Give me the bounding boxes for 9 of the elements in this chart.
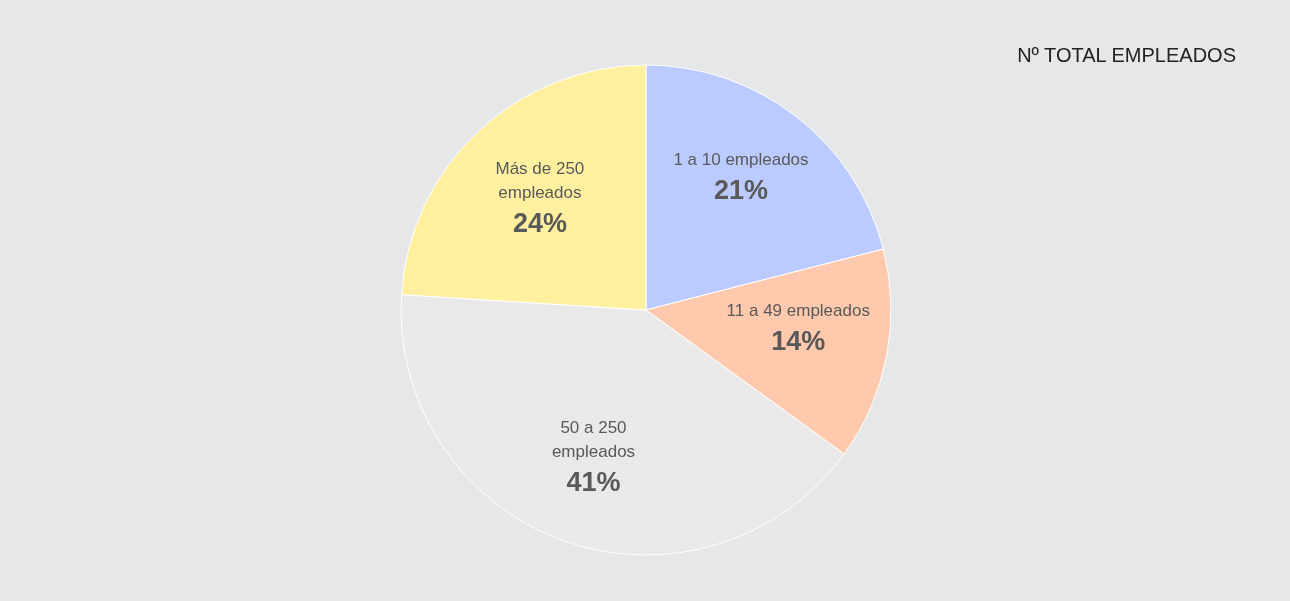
- data-label: 24%: [512, 208, 567, 239]
- data-label: 41%: [566, 466, 621, 497]
- text: Nº TOTAL EMPLEADOS: [1017, 44, 1236, 66]
- data-label: 14%: [771, 326, 826, 357]
- slice-label: 1 a 10 empleados: [673, 149, 809, 169]
- data-label: 21%: [713, 174, 769, 205]
- slice-label: 11 a 49 empleados: [726, 301, 870, 321]
- slice-label: Más de 250 empleados: [495, 159, 585, 203]
- slice-label: 50 a 250 empleados: [551, 417, 636, 461]
